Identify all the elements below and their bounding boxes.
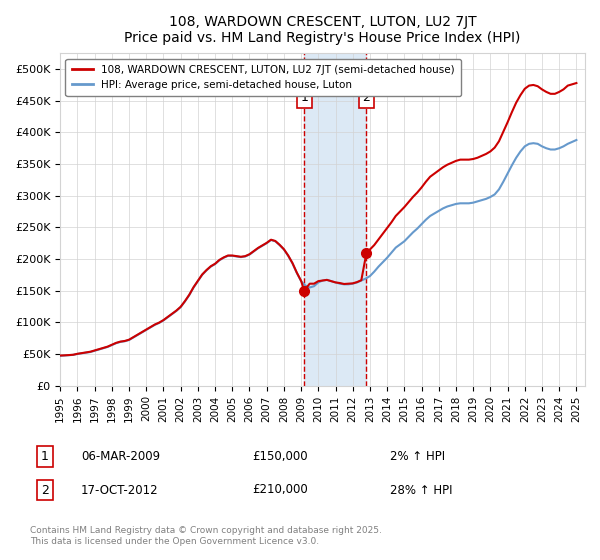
Text: £150,000: £150,000 bbox=[252, 450, 308, 463]
Text: 17-OCT-2012: 17-OCT-2012 bbox=[81, 483, 158, 497]
Text: 2: 2 bbox=[41, 483, 49, 497]
Text: 2: 2 bbox=[362, 91, 370, 104]
Title: 108, WARDOWN CRESCENT, LUTON, LU2 7JT
Price paid vs. HM Land Registry's House Pr: 108, WARDOWN CRESCENT, LUTON, LU2 7JT Pr… bbox=[124, 15, 521, 45]
Bar bbox=[304, 53, 367, 386]
Text: £210,000: £210,000 bbox=[252, 483, 308, 497]
Legend: 108, WARDOWN CRESCENT, LUTON, LU2 7JT (semi-detached house), HPI: Average price,: 108, WARDOWN CRESCENT, LUTON, LU2 7JT (s… bbox=[65, 58, 461, 96]
Text: 06-MAR-2009: 06-MAR-2009 bbox=[81, 450, 160, 463]
Text: 1: 1 bbox=[41, 450, 49, 463]
Text: 2% ↑ HPI: 2% ↑ HPI bbox=[390, 450, 445, 463]
Text: 1: 1 bbox=[300, 91, 308, 104]
Text: Contains HM Land Registry data © Crown copyright and database right 2025.
This d: Contains HM Land Registry data © Crown c… bbox=[30, 526, 382, 546]
Text: 28% ↑ HPI: 28% ↑ HPI bbox=[390, 483, 452, 497]
